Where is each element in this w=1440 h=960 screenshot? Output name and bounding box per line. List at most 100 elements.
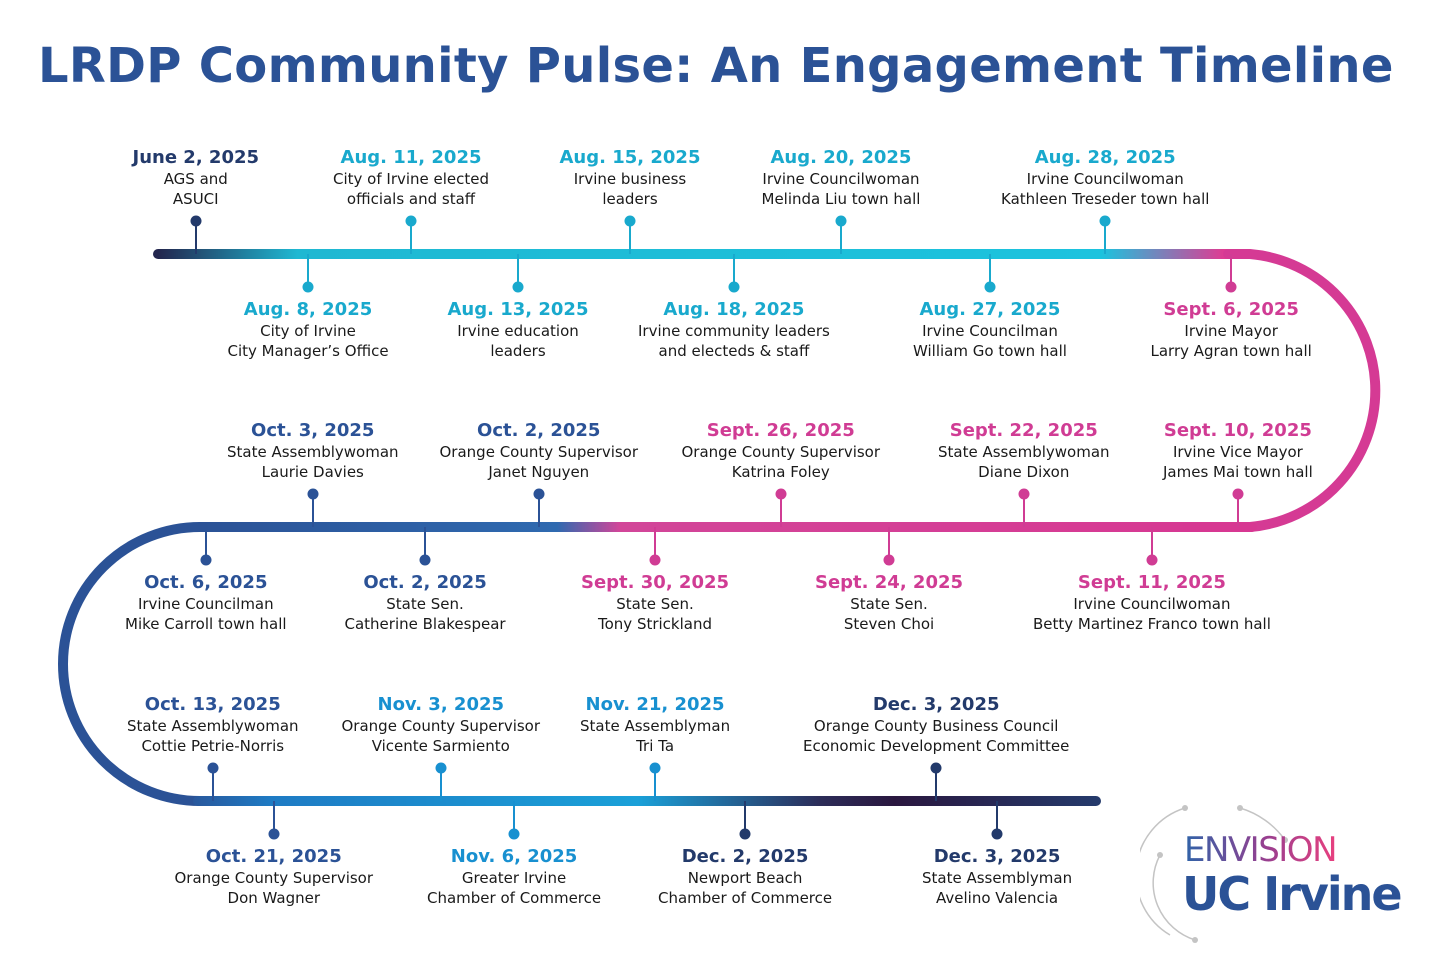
event-description-line: Catherine Blakespear [344, 615, 506, 633]
event-date: Nov. 21, 2025 [585, 694, 725, 715]
event-description-line: Newport Beach [687, 869, 803, 887]
event-date: Oct. 13, 2025 [144, 694, 281, 715]
event-description-line: Irvine Councilman [922, 322, 1058, 340]
event-dot [302, 281, 314, 293]
timeline-event: Oct. 13, 2025 State Assemblywoman Cottie P… [127, 694, 299, 756]
event-date: Aug. 28, 2025 [1034, 147, 1176, 168]
event-description-line: Irvine Councilman [137, 595, 274, 613]
event-dot [207, 762, 219, 774]
event-date: Sept. 10, 2025 [1163, 420, 1312, 441]
event-description-line: Orange County Supervisor [681, 443, 881, 461]
timeline-event: June 2, 2025 AGS and ASUCI [133, 147, 260, 209]
event-date: Aug. 15, 2025 [559, 147, 701, 168]
event-dot [1018, 488, 1030, 500]
event-description-line: Avelino Valencia [936, 889, 1059, 907]
event-description-line: Laurie Davies [261, 463, 364, 481]
event-description-line: Tony Strickland [598, 615, 713, 633]
timeline-event: Oct. 6, 2025 Irvine Councilman Mike Carrol… [125, 572, 287, 634]
event-description-line: State Sen. [850, 595, 928, 613]
event-description-line: ASUCI [172, 190, 219, 208]
event-description-line: William Go town hall [913, 342, 1067, 360]
event-description-line: Orange County Supervisor [341, 717, 541, 735]
event-description-line: State Sen. [386, 595, 464, 613]
event-description-line: Betty Martinez Franco town hall [1033, 615, 1271, 633]
timeline-event: Sept. 22, 2025 State Assemblywoman Diane D… [938, 420, 1110, 482]
event-description-line: Irvine community leaders [638, 322, 830, 340]
event-description-line: City of Irvine elected [333, 170, 490, 188]
event-description-line: Don Wagner [227, 889, 321, 907]
event-description-line: State Assemblywoman [227, 443, 399, 461]
event-description-line: Greater Irvine [461, 869, 567, 887]
event-description-line: State Assemblywoman [938, 443, 1110, 461]
timeline-event: Aug. 13, 2025 Irvine education leaders [448, 299, 589, 361]
event-description-line: officials and staff [346, 190, 476, 208]
event-description-line: Larry Agran town hall [1150, 342, 1312, 360]
event-description-line: Mike Carroll town hall [125, 615, 287, 633]
event-date: Sept. 6, 2025 [1163, 299, 1299, 320]
timeline-event: Sept. 26, 2025 Orange County Supervisor Ka… [682, 420, 881, 482]
event-description-line: Janet Nguyen [488, 463, 590, 481]
event-description-line: Kathleen Treseder town hall [1001, 190, 1210, 208]
event-description-line: Chamber of Commerce [658, 889, 833, 907]
event-description-line: Economic Development Committee [803, 737, 1070, 755]
event-dot [984, 281, 996, 293]
event-description-line: Irvine business [573, 170, 687, 188]
event-date: Aug. 20, 2025 [770, 147, 912, 168]
event-date: Nov. 3, 2025 [377, 694, 505, 715]
event-date: Aug. 18, 2025 [663, 299, 805, 320]
event-dot [200, 554, 212, 566]
event-description-line: City of Irvine [260, 322, 356, 340]
event-date: Oct. 6, 2025 [144, 572, 268, 593]
timeline-event: Nov. 3, 2025 Orange County Supervisor Vice… [342, 694, 541, 756]
event-dot [405, 215, 417, 227]
event-description-line: AGS and [163, 170, 228, 188]
event-dot [883, 554, 895, 566]
event-date: Dec. 3, 2025 [872, 694, 1000, 715]
event-description-line: City Manager’s Office [227, 342, 389, 360]
event-date: Dec. 2, 2025 [681, 846, 809, 867]
event-date: Dec. 3, 2025 [933, 846, 1061, 867]
event-date: Sept. 26, 2025 [706, 420, 855, 441]
page-title: LRDP Community Pulse: An Engagement Time… [38, 38, 1394, 94]
event-description-line: James Mai town hall [1163, 463, 1313, 481]
event-description-line: leaders [490, 342, 546, 360]
event-dot [512, 281, 524, 293]
event-date: Sept. 22, 2025 [949, 420, 1098, 441]
event-description-line: Tri Ta [636, 737, 675, 755]
timeline-event: Aug. 15, 2025 Irvine business leaders [560, 147, 701, 209]
event-dot [624, 215, 636, 227]
event-description-line: Melinda Liu town hall [761, 190, 921, 208]
event-date: Nov. 6, 2025 [450, 846, 578, 867]
event-description-line: Cottie Petrie-Norris [141, 737, 285, 755]
event-description-line: State Assemblyman [922, 869, 1073, 887]
event-date: Oct. 21, 2025 [205, 846, 342, 867]
event-date: Sept. 11, 2025 [1077, 572, 1226, 593]
event-dot [190, 215, 202, 227]
event-dot [419, 554, 431, 566]
event-description-line: Steven Choi [843, 615, 935, 633]
timeline-event: Oct. 3, 2025 State Assemblywoman Laurie Da… [227, 420, 399, 482]
timeline-event: Nov. 6, 2025 Greater Irvine Chamber of Com… [427, 846, 601, 908]
track-left-curve [58, 522, 207, 806]
event-dot [728, 281, 740, 293]
event-description-line: Irvine Councilwoman [762, 170, 920, 188]
event-date: Sept. 30, 2025 [581, 572, 730, 593]
event-dot [533, 488, 545, 500]
event-description-line: Vicente Sarmiento [371, 737, 510, 755]
event-dot [775, 488, 787, 500]
timeline-event: Oct. 2, 2025 State Sen. Catherine Blakespe… [345, 572, 506, 634]
event-date: June 2, 2025 [132, 147, 260, 168]
event-description-line: leaders [602, 190, 658, 208]
event-dot [1232, 488, 1244, 500]
event-dot [508, 828, 520, 840]
timeline-event: Nov. 21, 2025 State Assemblyman Tri Ta [580, 694, 730, 756]
timeline-event: Aug. 20, 2025 Irvine Councilwoman Melinda … [762, 147, 921, 209]
timeline-event: Aug. 27, 2025 Irvine Councilman William Go… [913, 299, 1067, 361]
event-description-line: Chamber of Commerce [427, 889, 602, 907]
event-description-line: Irvine Vice Mayor [1172, 443, 1303, 461]
track-right-curve [1223, 249, 1381, 532]
event-dot [991, 828, 1003, 840]
event-description-line: Orange County Business Council [813, 717, 1059, 735]
event-dot [307, 488, 319, 500]
